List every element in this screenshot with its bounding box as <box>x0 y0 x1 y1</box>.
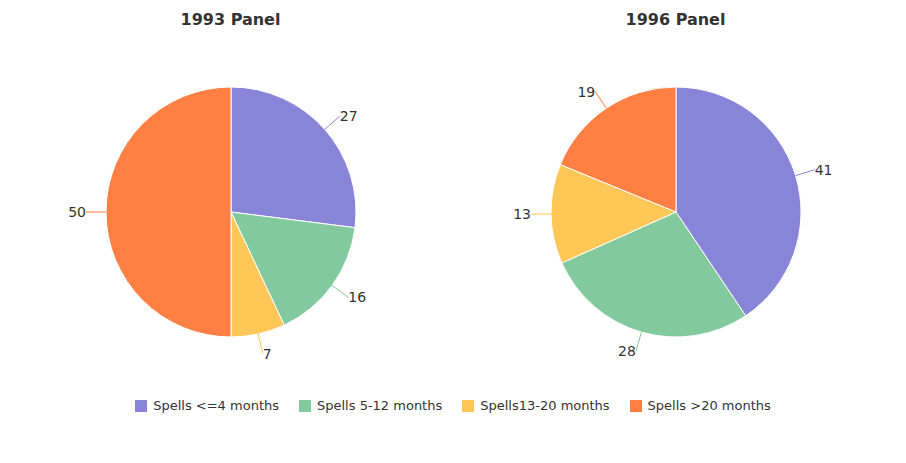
html-text:Spells 5-12 months: Spells 5-12 months <box>317 398 443 413</box>
svg-text:7: 7 <box>262 346 271 362</box>
html-text:Spells <=4 months: Spells <=4 months <box>153 398 279 413</box>
html-text:Spells >20 months: Spells >20 months <box>647 398 771 413</box>
svg-text:41: 41 <box>814 162 832 178</box>
html-text:1996 Panel: 1996 Panel <box>625 10 726 29</box>
svg-text:16: 16 <box>348 289 366 305</box>
svg-text:50: 50 <box>68 204 86 220</box>
svg-text:19: 19 <box>577 84 595 100</box>
svg-text:28: 28 <box>618 343 636 359</box>
html-text:Spells13-20 months: Spells13-20 months <box>480 398 610 413</box>
html-text:1993 Panel: 1993 Panel <box>180 10 281 29</box>
svg-text:13: 13 <box>513 206 531 222</box>
svg-text:27: 27 <box>339 108 357 124</box>
